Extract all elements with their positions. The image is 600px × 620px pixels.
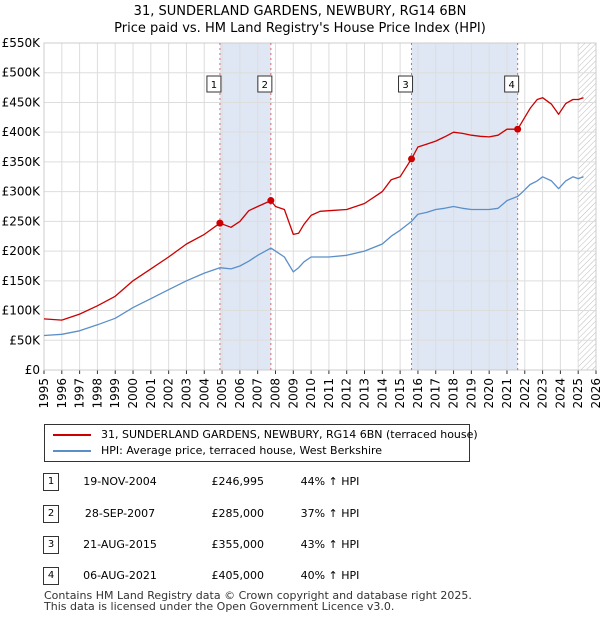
transaction-number: 2 [43, 505, 59, 523]
x-tick-label: 2002 [162, 378, 176, 409]
x-tick-label: 2026 [589, 378, 600, 409]
y-tick-label: £150K [2, 274, 42, 288]
shaded-period [219, 43, 271, 370]
footer-copyright: Contains HM Land Registry data © Crown c… [44, 589, 472, 602]
x-tick-label: 2013 [358, 378, 372, 409]
x-tick-label: 2010 [304, 378, 318, 409]
y-tick-label: £100K [2, 304, 42, 318]
sale-label-box [504, 75, 520, 93]
transaction-hpi-diff: 40% ↑ HPI [300, 569, 360, 582]
legend-swatch-hpi [53, 450, 91, 452]
series-line-hpi [43, 176, 584, 337]
transaction-number: 1 [43, 473, 59, 491]
transaction-date: 19-NOV-2004 [83, 475, 157, 488]
sale-point [216, 219, 224, 227]
transaction-row: 2 28-SEP-2007 £285,000 37% ↑ HPI [0, 504, 600, 524]
sale-point [267, 197, 275, 205]
transaction-hpi-diff: 44% ↑ HPI [300, 475, 360, 488]
transaction-number: 4 [43, 567, 59, 585]
shaded-period [411, 43, 518, 370]
sale-point [514, 125, 522, 133]
x-tick-label: 2024 [553, 378, 567, 409]
sale-label: 1 [211, 80, 217, 91]
legend-label-property: 31, SUNDERLAND GARDENS, NEWBURY, RG14 6B… [101, 428, 478, 441]
sale-label-box [257, 75, 273, 93]
transaction-price: £246,995 [211, 475, 265, 488]
x-tick-label: 1996 [55, 378, 69, 409]
chart-title-line2: Price paid vs. HM Land Registry's House … [114, 21, 486, 36]
x-tick-label: 2022 [518, 378, 532, 409]
transaction-hpi-diff: 43% ↑ HPI [300, 538, 360, 551]
sale-point [408, 155, 416, 163]
chart-title-line1: 31, SUNDERLAND GARDENS, NEWBURY, RG14 6B… [133, 4, 467, 19]
future-hatch [578, 43, 596, 370]
x-tick-label: 2020 [482, 378, 496, 409]
x-tick-label: 2003 [179, 378, 193, 409]
x-tick-label: 2007 [251, 378, 265, 409]
y-tick-label: £250K [2, 214, 42, 228]
legend-swatch-property [53, 434, 91, 436]
x-tick-label: 2009 [286, 378, 300, 409]
x-tick-label: 2015 [393, 378, 407, 409]
y-tick-label: £200K [2, 244, 42, 258]
transaction-row: 4 06-AUG-2021 £405,000 40% ↑ HPI [0, 566, 600, 586]
x-tick-label: 2025 [571, 378, 585, 409]
footer-license: This data is licensed under the Open Gov… [44, 600, 395, 613]
sale-label: 4 [508, 80, 514, 91]
transaction-date: 28-SEP-2007 [84, 507, 156, 520]
plot-border [43, 42, 597, 371]
x-tick-label: 1998 [90, 378, 104, 409]
transaction-price: £285,000 [211, 507, 265, 520]
transaction-row: 3 21-AUG-2015 £355,000 43% ↑ HPI [0, 535, 600, 555]
series-line-property [43, 97, 584, 321]
y-tick-label: £0 [25, 363, 40, 377]
x-tick-label: 2016 [411, 378, 425, 409]
x-tick-label: 2018 [447, 378, 461, 409]
transaction-number: 3 [43, 536, 59, 554]
y-tick-label: £400K [2, 125, 42, 139]
transaction-hpi-diff: 37% ↑ HPI [300, 507, 360, 520]
transaction-row: 1 19-NOV-2004 £246,995 44% ↑ HPI [0, 472, 600, 492]
sale-label: 3 [402, 80, 408, 91]
x-tick-label: 2021 [500, 378, 514, 409]
transaction-price: £355,000 [211, 538, 265, 551]
transaction-date: 06-AUG-2021 [83, 569, 157, 582]
x-tick-label: 2005 [215, 378, 229, 409]
x-tick-label: 2012 [340, 378, 354, 409]
y-tick-label: £500K [2, 66, 42, 80]
x-tick-label: 2006 [233, 378, 247, 409]
x-tick-label: 2014 [375, 378, 389, 409]
x-tick-label: 2000 [126, 378, 140, 409]
transaction-price: £405,000 [211, 569, 265, 582]
x-tick-label: 1997 [73, 378, 87, 409]
x-tick-label: 2023 [536, 378, 550, 409]
y-tick-label: £350K [2, 155, 42, 169]
chart-legend: 31, SUNDERLAND GARDENS, NEWBURY, RG14 6B… [44, 424, 478, 462]
x-tick-label: 2004 [197, 378, 211, 409]
sale-label: 2 [262, 80, 268, 91]
x-tick-label: 1995 [37, 378, 51, 409]
y-tick-label: £50K [9, 333, 41, 347]
sale-label-box [398, 75, 414, 93]
y-tick-label: £300K [2, 185, 42, 199]
legend-label-hpi: HPI: Average price, terraced house, West… [101, 444, 383, 457]
x-tick-label: 2001 [144, 378, 158, 409]
x-tick-label: 2011 [322, 378, 336, 409]
x-tick-label: 1999 [108, 378, 122, 409]
x-tick-label: 2008 [268, 378, 282, 409]
y-tick-label: £450K [2, 95, 42, 109]
y-tick-label: £550K [2, 36, 42, 50]
transaction-date: 21-AUG-2015 [83, 538, 157, 551]
sale-label-box [206, 75, 222, 93]
x-tick-label: 2019 [464, 378, 478, 409]
x-tick-label: 2017 [429, 378, 443, 409]
price-chart: £0 £50K £100K £150K £200K £250K £300K £350K £400… [2, 36, 600, 409]
